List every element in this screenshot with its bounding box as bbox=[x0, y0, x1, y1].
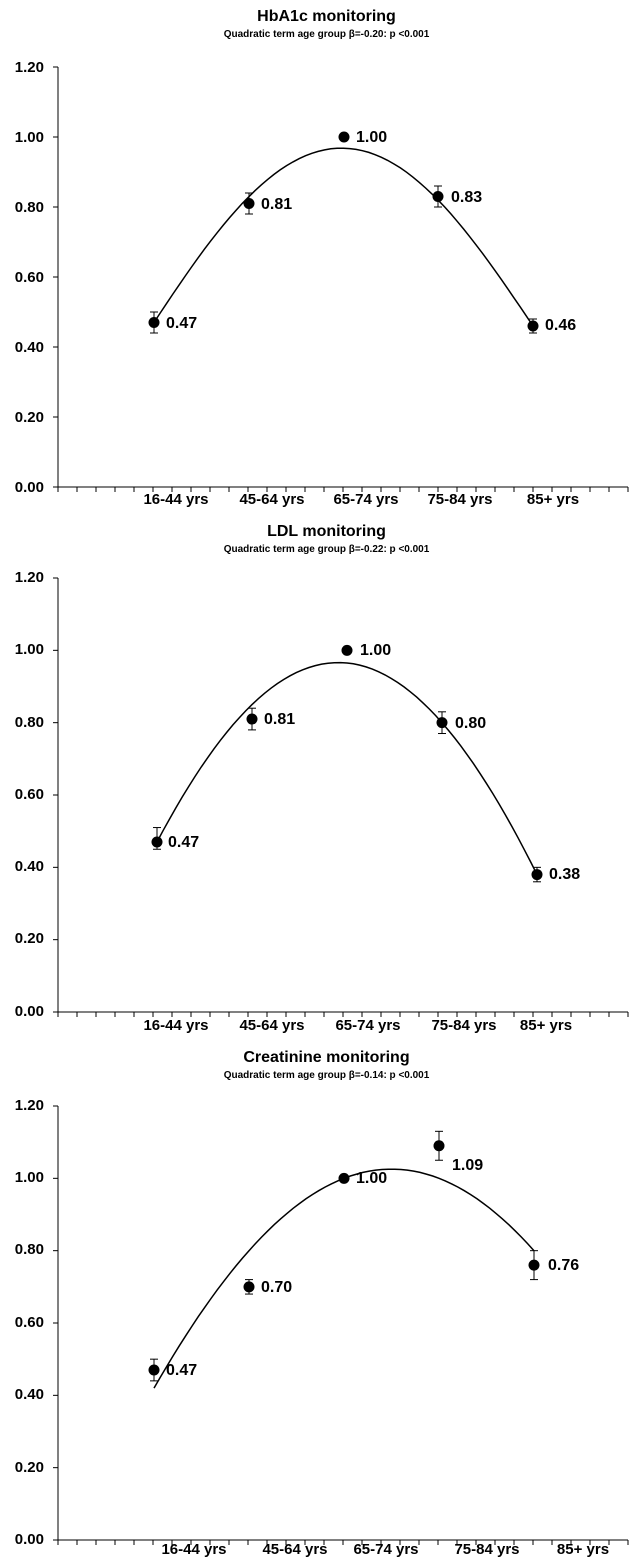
data-label: 0.76 bbox=[548, 1257, 580, 1274]
data-label: 0.70 bbox=[261, 1279, 293, 1296]
y-tick-label: 0.40 bbox=[14, 858, 44, 875]
fit-curve bbox=[153, 1168, 535, 1389]
y-tick-label: 0.00 bbox=[14, 1003, 44, 1020]
y-tick-label: 0.60 bbox=[14, 269, 44, 286]
chart-panel-creatinine: Creatinine monitoring Quadratic term age… bbox=[0, 1045, 630, 1558]
y-tick-label: 0.20 bbox=[14, 409, 44, 426]
x-tick-label: 75-84 yrs bbox=[427, 491, 493, 508]
data-label: 1.00 bbox=[356, 129, 388, 146]
chart-title: HbA1c monitoring bbox=[257, 8, 396, 25]
x-tick-label: 16-44 yrs bbox=[161, 1541, 227, 1558]
y-tick-label: 1.00 bbox=[14, 641, 44, 658]
data-label: 1.09 bbox=[452, 1157, 484, 1174]
y-tick-label: 0.20 bbox=[14, 930, 44, 947]
data-point bbox=[433, 1140, 445, 1152]
data-label: 0.47 bbox=[168, 834, 200, 851]
x-tick-label: 16-44 yrs bbox=[143, 1017, 209, 1034]
fit-curve bbox=[153, 147, 534, 327]
x-tick-label: 85+ yrs bbox=[519, 1017, 573, 1034]
data-point bbox=[243, 1281, 255, 1293]
y-tick-label: 1.00 bbox=[14, 1169, 44, 1186]
data-label: 0.80 bbox=[455, 715, 487, 732]
chart-panel-hba1c: HbA1c monitoring Quadratic term age grou… bbox=[0, 0, 630, 520]
chart-subtitle: Quadratic term age group β=-0.14: p <0.0… bbox=[223, 1070, 430, 1081]
x-tick-label: 85+ yrs bbox=[526, 491, 580, 508]
y-tick-label: 1.20 bbox=[14, 569, 44, 586]
x-tick-label: 65-74 yrs bbox=[333, 491, 399, 508]
y-tick-label: 1.00 bbox=[14, 129, 44, 146]
data-point bbox=[243, 198, 255, 209]
data-point bbox=[246, 713, 258, 725]
data-label: 1.00 bbox=[356, 1170, 388, 1187]
chart-subtitle: Quadratic term age group β=-0.20: p <0.0… bbox=[223, 29, 430, 40]
y-tick-label: 0.80 bbox=[14, 1241, 44, 1258]
chart-title: Creatinine monitoring bbox=[243, 1049, 410, 1066]
data-label: 0.46 bbox=[545, 317, 577, 334]
data-point bbox=[528, 1259, 540, 1271]
data-point bbox=[148, 317, 160, 328]
data-label: 0.81 bbox=[261, 196, 293, 213]
y-tick-label: 0.20 bbox=[14, 1459, 44, 1476]
chart-panel-ldl: LDL monitoring Quadratic term age group … bbox=[0, 520, 630, 1045]
x-tick-label: 85+ yrs bbox=[556, 1541, 610, 1558]
y-tick-label: 0.00 bbox=[14, 1531, 44, 1548]
data-point bbox=[151, 836, 163, 848]
plot-area bbox=[53, 1105, 629, 1545]
data-point bbox=[527, 320, 539, 332]
data-label: 0.81 bbox=[264, 711, 296, 728]
x-tick-label: 65-74 yrs bbox=[353, 1541, 419, 1558]
y-tick-label: 1.20 bbox=[14, 59, 44, 76]
data-point bbox=[432, 191, 444, 202]
data-point bbox=[341, 644, 353, 656]
plot-area bbox=[53, 66, 629, 492]
x-tick-label: 16-44 yrs bbox=[143, 491, 209, 508]
data-point bbox=[436, 717, 448, 729]
data-point bbox=[148, 1364, 160, 1376]
y-tick-label: 0.60 bbox=[14, 1314, 44, 1331]
y-tick-label: 0.00 bbox=[14, 479, 44, 496]
fit-curve bbox=[156, 661, 538, 875]
data-label: 0.47 bbox=[166, 315, 198, 332]
chart-subtitle: Quadratic term age group β=-0.22: p <0.0… bbox=[223, 544, 430, 555]
y-tick-label: 0.80 bbox=[14, 714, 44, 731]
x-tick-label: 45-64 yrs bbox=[239, 1017, 305, 1034]
data-label: 0.83 bbox=[451, 189, 483, 206]
data-label: 0.38 bbox=[549, 866, 581, 883]
x-tick-label: 45-64 yrs bbox=[262, 1541, 328, 1558]
data-point bbox=[338, 1172, 350, 1184]
x-tick-label: 45-64 yrs bbox=[239, 491, 305, 508]
x-tick-label: 75-84 yrs bbox=[431, 1017, 497, 1034]
plot-area bbox=[53, 577, 629, 1017]
chart-title: LDL monitoring bbox=[267, 523, 386, 540]
data-point bbox=[531, 869, 543, 881]
y-tick-label: 1.20 bbox=[14, 1097, 44, 1114]
x-tick-label: 75-84 yrs bbox=[454, 1541, 520, 1558]
y-tick-label: 0.40 bbox=[14, 1386, 44, 1403]
data-label: 1.00 bbox=[360, 642, 392, 659]
y-tick-label: 0.60 bbox=[14, 786, 44, 803]
data-label: 0.47 bbox=[166, 1362, 198, 1379]
y-tick-label: 0.40 bbox=[14, 339, 44, 356]
y-tick-label: 0.80 bbox=[14, 199, 44, 216]
data-point bbox=[338, 131, 350, 143]
x-tick-label: 65-74 yrs bbox=[335, 1017, 401, 1034]
